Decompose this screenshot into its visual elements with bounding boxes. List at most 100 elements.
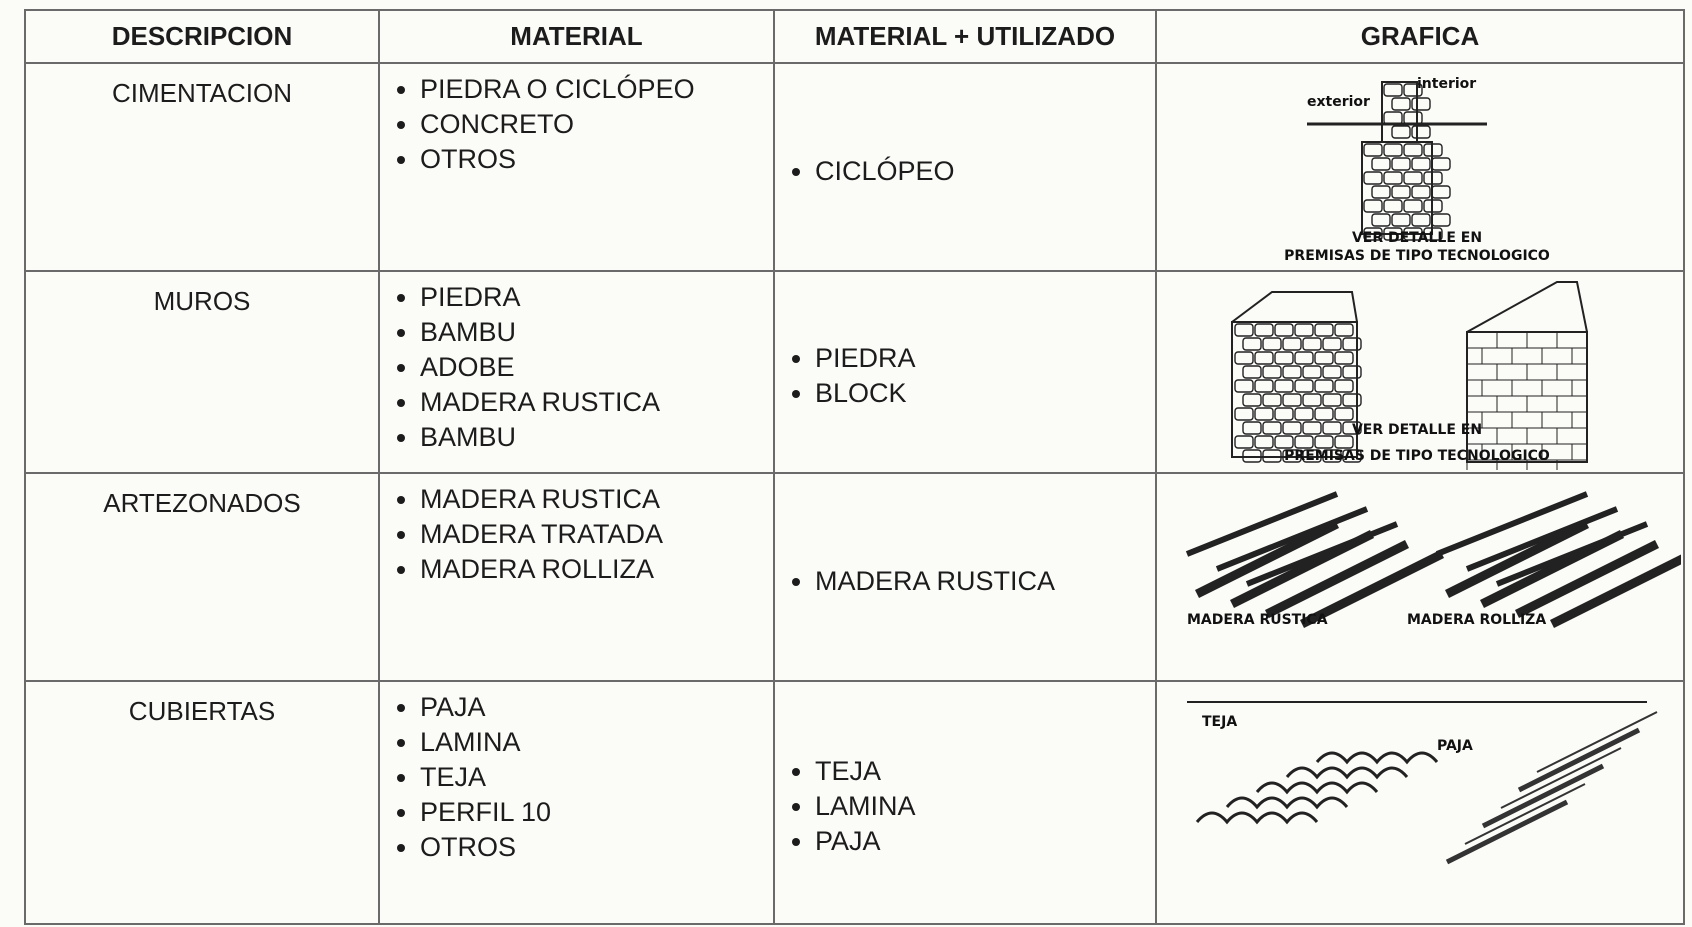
drawing-stroke bbox=[1342, 449, 1362, 463]
material-item: MADERA RUSTICA bbox=[420, 482, 773, 517]
drawing-stroke bbox=[1242, 449, 1262, 463]
graphic-label: VER DETALLE EN bbox=[1352, 230, 1482, 246]
material-cell: PAJALAMINATEJAPERFIL 10OTROS bbox=[378, 680, 775, 925]
drawing-stroke bbox=[1314, 407, 1334, 421]
drawing-stroke bbox=[1423, 143, 1443, 157]
drawing-stroke bbox=[1403, 227, 1423, 241]
column-header: GRAFICA bbox=[1155, 9, 1685, 64]
drawing-stroke bbox=[1254, 407, 1274, 421]
used-item: PIEDRA bbox=[815, 341, 1155, 376]
drawing-stroke bbox=[1391, 213, 1411, 227]
drawing-stroke bbox=[1274, 351, 1294, 365]
drawing-stroke bbox=[1254, 435, 1274, 449]
drawing-stroke bbox=[1342, 337, 1362, 351]
used-cell: MADERA RUSTICA bbox=[773, 472, 1157, 682]
drawing-stroke bbox=[1245, 521, 1399, 587]
drawing-stroke bbox=[1383, 83, 1403, 97]
drawing-stroke bbox=[1262, 393, 1282, 407]
drawing-stroke bbox=[1302, 449, 1322, 463]
material-item: MADERA TRATADA bbox=[420, 517, 773, 552]
drawing-stroke bbox=[1411, 185, 1431, 199]
drawing-stroke bbox=[1342, 421, 1362, 435]
drawing-stroke bbox=[1285, 766, 1409, 780]
drawing-stroke bbox=[1254, 379, 1274, 393]
drawing-stroke bbox=[1294, 435, 1314, 449]
table-body: CIMENTACIONPIEDRA O CICLÓPEOCONCRETOOTRO… bbox=[24, 62, 1685, 925]
graphic-label: TEJA bbox=[1202, 714, 1237, 730]
drawing-stroke bbox=[1234, 379, 1254, 393]
drawing-stroke bbox=[1242, 365, 1262, 379]
drawing-stroke bbox=[1282, 337, 1302, 351]
drawing-stroke bbox=[1403, 143, 1423, 157]
drawing-stroke bbox=[1334, 407, 1354, 421]
material-item: OTROS bbox=[420, 830, 773, 865]
used-item: LAMINA bbox=[815, 789, 1155, 824]
drawing-stroke bbox=[1383, 111, 1403, 125]
drawing-stroke bbox=[1302, 365, 1322, 379]
table-row: CIMENTACIONPIEDRA O CICLÓPEOCONCRETOOTRO… bbox=[24, 62, 1685, 272]
graphic-cell: VER DETALLE EN PREMISAS DE TIPO TECNOLOGI… bbox=[1155, 270, 1685, 474]
material-item: CONCRETO bbox=[420, 107, 773, 142]
drawing-stroke bbox=[1274, 407, 1294, 421]
drawing-stroke bbox=[1242, 421, 1262, 435]
drawing-stroke bbox=[1314, 435, 1334, 449]
drawing-stroke bbox=[1234, 323, 1254, 337]
drawing-stroke bbox=[1242, 393, 1262, 407]
drawing-stroke bbox=[1302, 393, 1322, 407]
drawing-stroke bbox=[1294, 351, 1314, 365]
drawing-stroke bbox=[1391, 157, 1411, 171]
material-cell: PIEDRABAMBUADOBEMADERA RUSTICABAMBU bbox=[378, 270, 775, 474]
drawing-stroke bbox=[1234, 435, 1254, 449]
drawing-stroke bbox=[1334, 435, 1354, 449]
drawing-stroke bbox=[1294, 323, 1314, 337]
drawing bbox=[1185, 491, 1681, 629]
drawing-stroke bbox=[1371, 185, 1391, 199]
drawing-stroke bbox=[1282, 365, 1302, 379]
graphic-label: PREMISAS DE TIPO TECNOLOGICO bbox=[1284, 448, 1550, 464]
used-cell: CICLÓPEO bbox=[773, 62, 1157, 272]
drawing-stroke bbox=[1302, 337, 1322, 351]
drawing-stroke bbox=[1411, 157, 1431, 171]
drawing-stroke bbox=[1431, 185, 1451, 199]
material-item: BAMBU bbox=[420, 420, 773, 455]
drawing-stroke bbox=[1423, 171, 1443, 185]
table-row: MUROSPIEDRABAMBUADOBEMADERA RUSTICABAMBU… bbox=[24, 270, 1685, 474]
drawing-stroke bbox=[1294, 407, 1314, 421]
material-item: MADERA ROLLIZA bbox=[420, 552, 773, 587]
graphic: exterior interior VER DETALLE EN PREMISAS D… bbox=[1284, 76, 1550, 264]
material-item: PERFIL 10 bbox=[420, 795, 773, 830]
drawing-stroke bbox=[1481, 763, 1605, 829]
material-item: PIEDRA bbox=[420, 280, 773, 315]
drawing-stroke bbox=[1274, 323, 1294, 337]
material-item: OTROS bbox=[420, 142, 773, 177]
drawing-stroke bbox=[1411, 97, 1431, 111]
drawing-stroke bbox=[1403, 83, 1423, 97]
drawing-stroke bbox=[1322, 365, 1342, 379]
drawing-stroke bbox=[1423, 199, 1443, 213]
drawing-stroke bbox=[1435, 491, 1589, 557]
drawing-stroke bbox=[1262, 337, 1282, 351]
drawing-stroke bbox=[1444, 519, 1590, 599]
used-list: TEJALAMINAPAJA bbox=[775, 746, 1155, 859]
drawing-stroke bbox=[1391, 125, 1411, 139]
drawing-stroke bbox=[1403, 171, 1423, 185]
drawing-stroke bbox=[1411, 213, 1431, 227]
drawing-stroke bbox=[1431, 213, 1451, 227]
material-item: ADOBE bbox=[420, 350, 773, 385]
drawing-stroke bbox=[1411, 125, 1431, 139]
drawing-stroke bbox=[1274, 435, 1294, 449]
used-item: PAJA bbox=[815, 824, 1155, 859]
graphic: TEJA PAJA bbox=[1187, 701, 1658, 865]
drawing-stroke bbox=[1274, 379, 1294, 393]
description-cell: MUROS bbox=[24, 270, 380, 474]
drawing-stroke bbox=[1371, 213, 1391, 227]
graphic-cell: MADERA RUSTICA MADERA ROLLIZA bbox=[1155, 472, 1685, 682]
graphic-label: MADERA RUSTICA bbox=[1187, 612, 1328, 628]
drawing-stroke bbox=[1403, 199, 1423, 213]
material-item: BAMBU bbox=[420, 315, 773, 350]
drawing-stroke bbox=[1363, 143, 1383, 157]
drawing-stroke bbox=[1194, 519, 1340, 599]
graphic-label: exterior bbox=[1307, 94, 1370, 110]
drawing-stroke bbox=[1517, 727, 1641, 793]
graphic-label: interior bbox=[1417, 76, 1476, 92]
